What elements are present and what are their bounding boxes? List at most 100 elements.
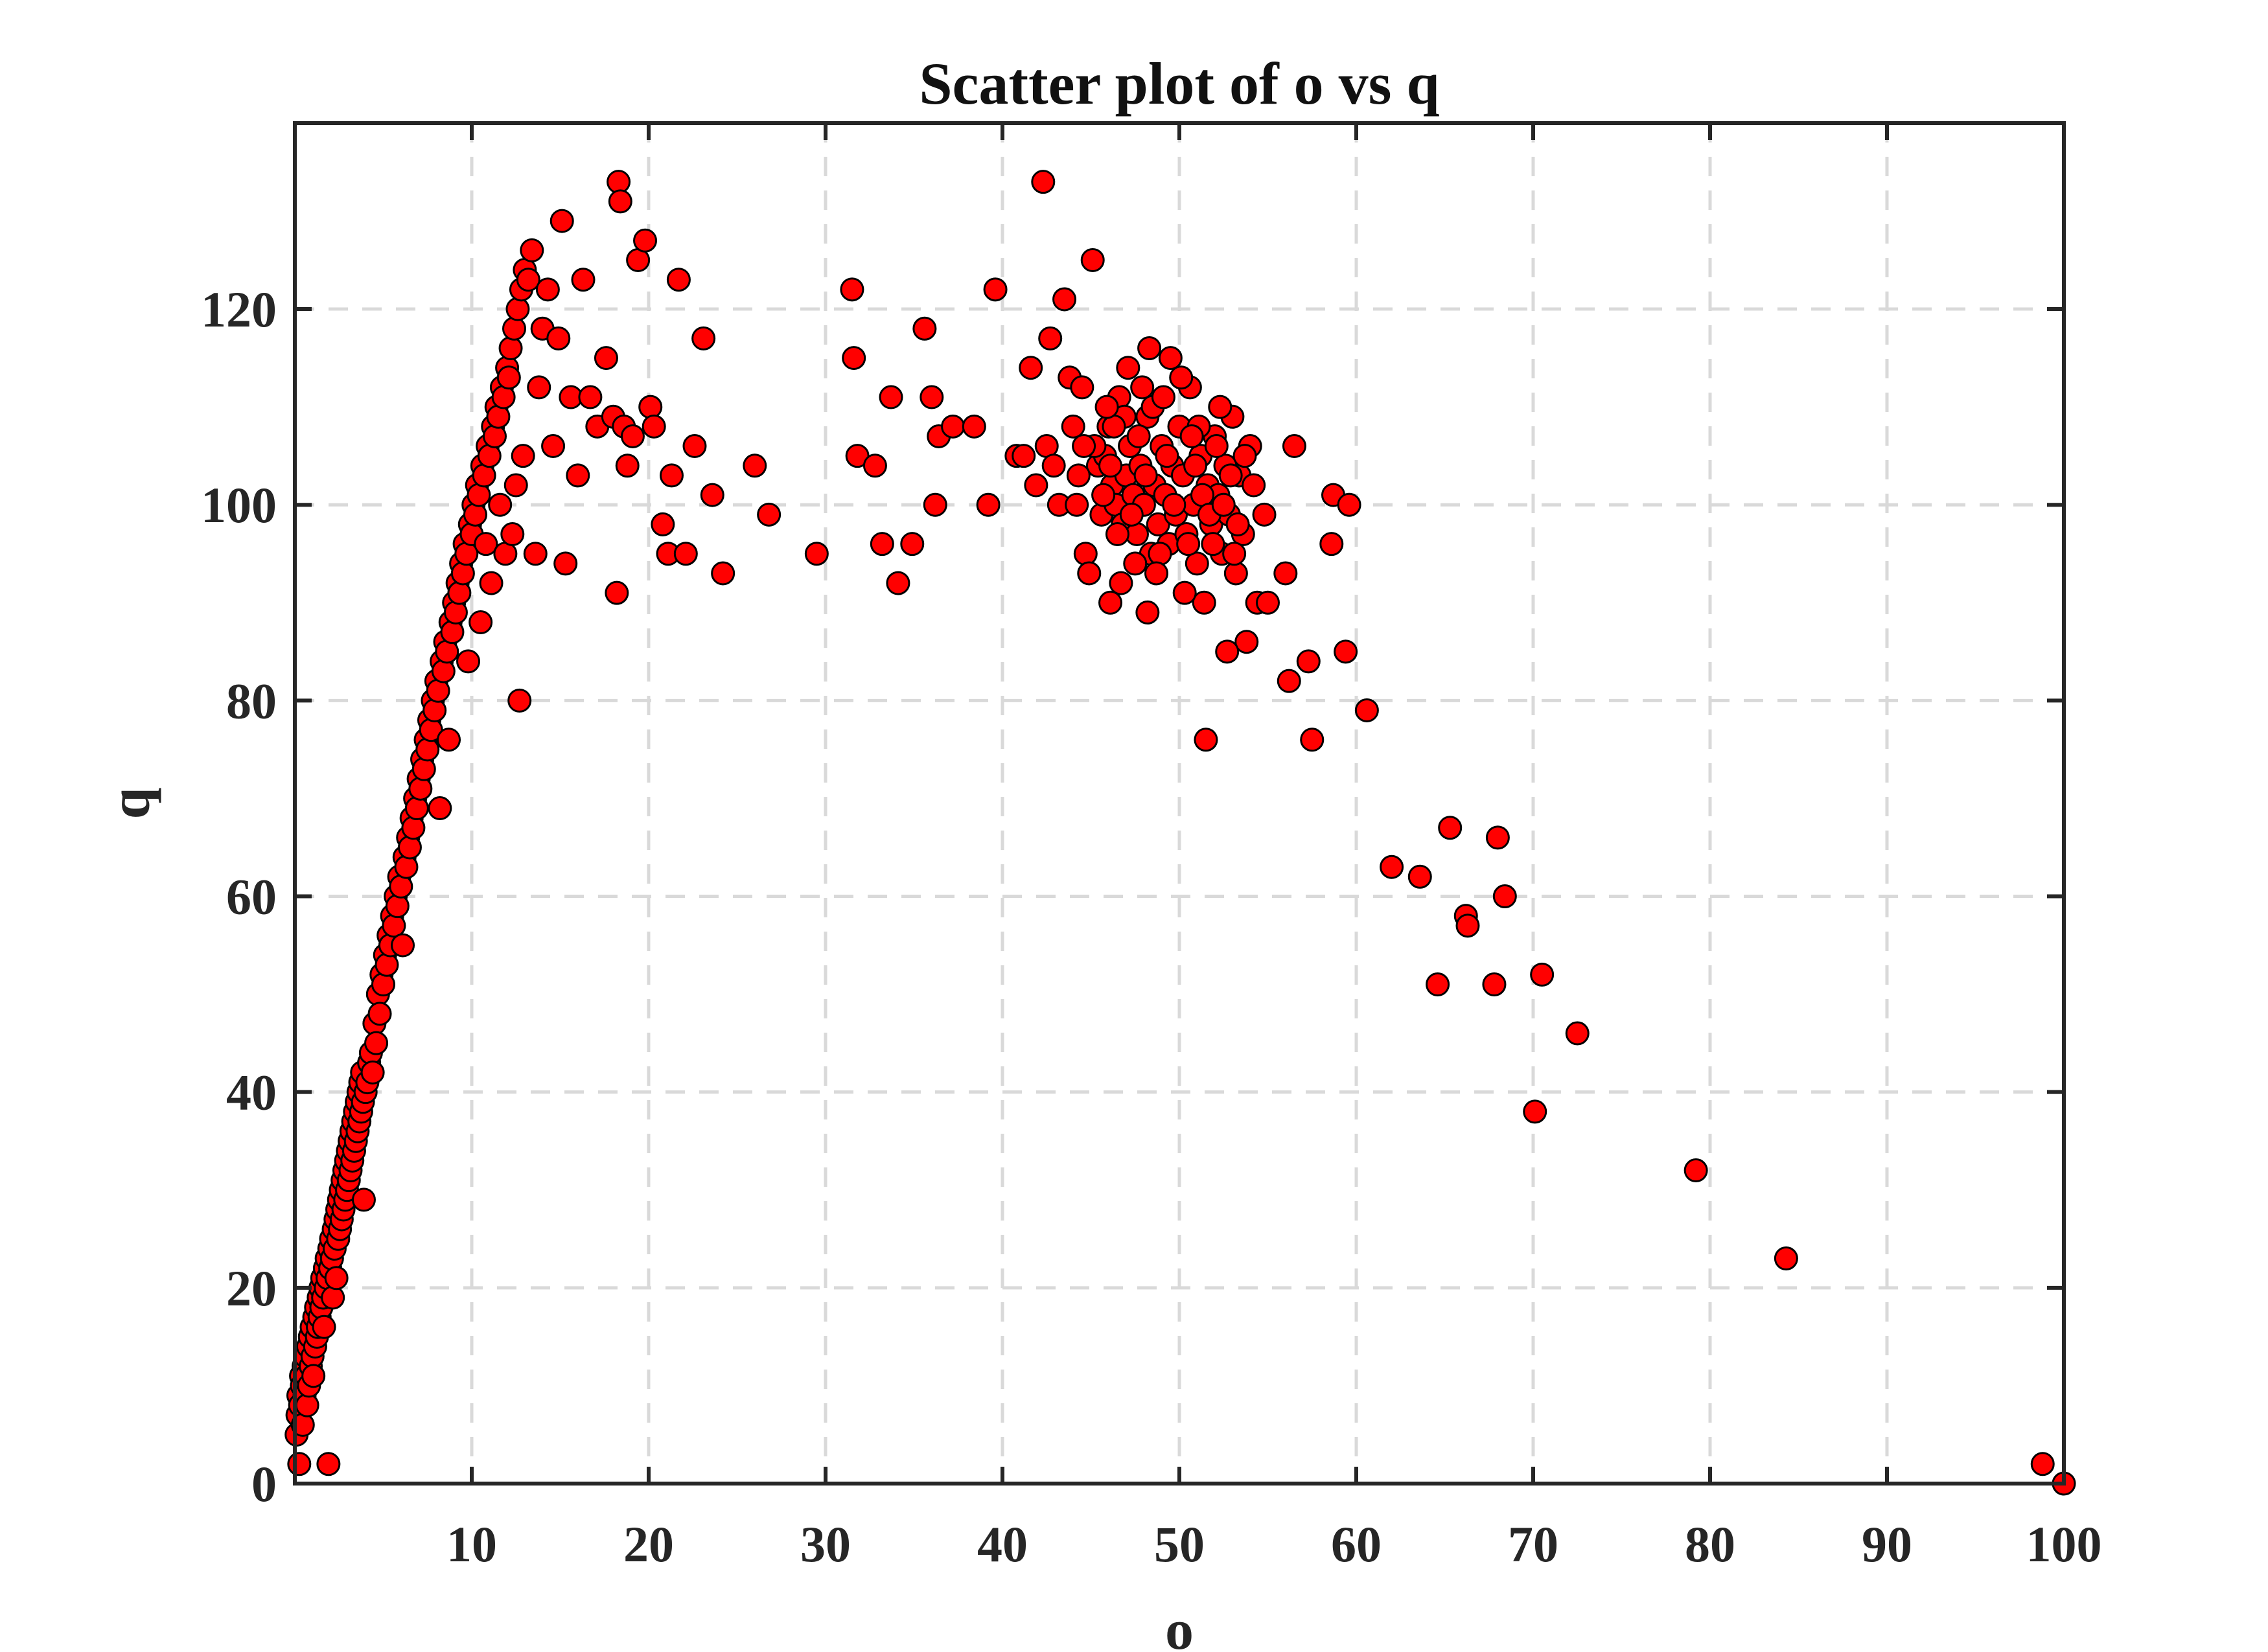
scatter-point: [1077, 561, 1102, 586]
x-tick-label: 40: [977, 1516, 1028, 1572]
y-tick-label: 80: [226, 672, 277, 729]
scatter-point: [1215, 639, 1240, 664]
scatter-point: [391, 933, 415, 958]
scatter-point: [411, 757, 436, 781]
scatter-point: [1185, 551, 1209, 576]
scatter-point: [1091, 483, 1116, 507]
scatter-point: [976, 492, 1001, 517]
scatter-point: [900, 532, 925, 556]
scatter-point: [879, 385, 903, 409]
scatter-point: [862, 453, 887, 478]
scatter-point: [1523, 1099, 1547, 1124]
scatter-point: [608, 189, 632, 214]
scatter-point: [1222, 542, 1247, 566]
scatter-point: [1252, 502, 1277, 527]
scatter-point: [804, 542, 829, 566]
scatter-point: [638, 395, 663, 419]
scatter-point: [605, 580, 629, 605]
x-tick-label: 30: [800, 1516, 851, 1572]
scatter-point: [437, 728, 461, 752]
scatter-point: [507, 688, 532, 713]
scatter-point: [469, 610, 493, 635]
scatter-point: [886, 571, 910, 595]
axis-ticks: [295, 123, 2066, 1486]
scatter-point: [287, 1452, 312, 1476]
scatter-point: [428, 796, 452, 821]
scatter-point: [1162, 492, 1186, 517]
scatter-point: [651, 512, 675, 536]
scatter-point: [1116, 356, 1140, 380]
scatter-point: [659, 463, 684, 488]
scatter-point: [443, 600, 468, 625]
scatter-point: [1094, 395, 1119, 419]
x-tick-label: 80: [1685, 1516, 1735, 1572]
scatter-point: [1179, 424, 1204, 448]
scatter-point: [1194, 728, 1218, 752]
scatter-point: [1038, 326, 1063, 350]
scatter-point: [491, 385, 516, 409]
scatter-point: [1530, 962, 1555, 987]
scatter-point: [1223, 561, 1248, 586]
scatter-point: [1277, 669, 1301, 693]
scatter-point: [467, 483, 491, 507]
scatter-point: [673, 542, 698, 566]
scatter-point: [691, 326, 716, 350]
scatter-point: [1684, 1158, 1708, 1183]
scatter-point: [1073, 542, 1098, 566]
scatter-point: [1234, 630, 1259, 654]
scatter-point: [1133, 463, 1158, 488]
scatter-point: [422, 698, 447, 722]
scatter-point: [1232, 444, 1257, 468]
scatter-point: [351, 1187, 376, 1212]
scatter-point: [870, 532, 894, 556]
scatter-point: [440, 620, 465, 645]
scatter-point: [620, 424, 645, 448]
scatter-point: [1041, 453, 1066, 478]
scatter-point: [463, 502, 487, 527]
scatter-point: [503, 473, 528, 498]
scatter-point: [1492, 884, 1517, 909]
scatter-point: [520, 238, 544, 262]
scatter-point: [401, 816, 426, 840]
scatter-point: [1485, 825, 1510, 850]
scatter-point: [435, 639, 459, 664]
scatter-point: [1061, 414, 1085, 439]
scatter-point: [367, 1002, 392, 1026]
scatter-point: [1072, 434, 1096, 459]
scatter-point: [1296, 649, 1321, 674]
y-tick-label: 120: [201, 281, 277, 338]
scatter-point: [666, 268, 691, 292]
scatter-point: [1300, 728, 1325, 752]
scatter-point: [1109, 571, 1133, 595]
scatter-point: [1273, 561, 1298, 586]
scatter-point: [541, 434, 566, 459]
scatter-point: [615, 453, 640, 478]
scatter-point: [1148, 542, 1172, 566]
scatter-point: [2030, 1452, 2055, 1476]
chart-title: Scatter plot of o vs q: [919, 51, 1439, 117]
scatter-point: [1218, 463, 1243, 488]
scatter-point: [578, 385, 603, 409]
scatter-point: [1282, 434, 1306, 459]
x-tick-label: 90: [1862, 1516, 1912, 1572]
scatter-point: [1080, 248, 1105, 273]
scatter-point: [1098, 453, 1123, 478]
scatter-point: [1130, 375, 1155, 400]
x-tick-label: 70: [1508, 1516, 1558, 1572]
scatter-point: [962, 414, 986, 439]
y-tick-label: 40: [226, 1064, 277, 1121]
y-tick-label: 0: [251, 1456, 277, 1512]
scatter-point: [479, 571, 503, 595]
scatter-point: [1774, 1246, 1798, 1271]
scatter-point: [566, 463, 590, 488]
scatter-point: [389, 874, 413, 899]
scatter-point: [1169, 365, 1194, 390]
scatter-point: [757, 502, 781, 527]
scatter-point: [301, 1364, 326, 1388]
scatter-point: [1070, 375, 1094, 400]
scatter-point: [840, 277, 864, 302]
scatter-point: [472, 463, 496, 488]
tick-labels: 10 20 30 40 50 60 70 80 90 100 0 20 40 60 80 100 120: [201, 281, 2102, 1572]
scatter-point: [1098, 590, 1123, 615]
scatter-point: [1155, 444, 1179, 468]
